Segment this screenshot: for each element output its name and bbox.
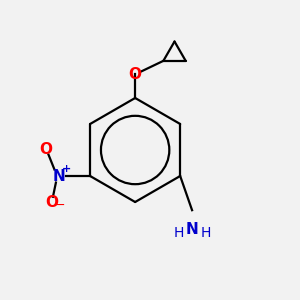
Text: N: N — [186, 222, 198, 237]
Text: N: N — [52, 169, 65, 184]
Text: O: O — [129, 67, 142, 82]
Text: O: O — [45, 195, 58, 210]
Text: H: H — [173, 226, 184, 240]
Text: O: O — [39, 142, 52, 157]
Text: H: H — [200, 226, 211, 240]
Text: −: − — [55, 199, 66, 212]
Text: +: + — [62, 164, 71, 174]
